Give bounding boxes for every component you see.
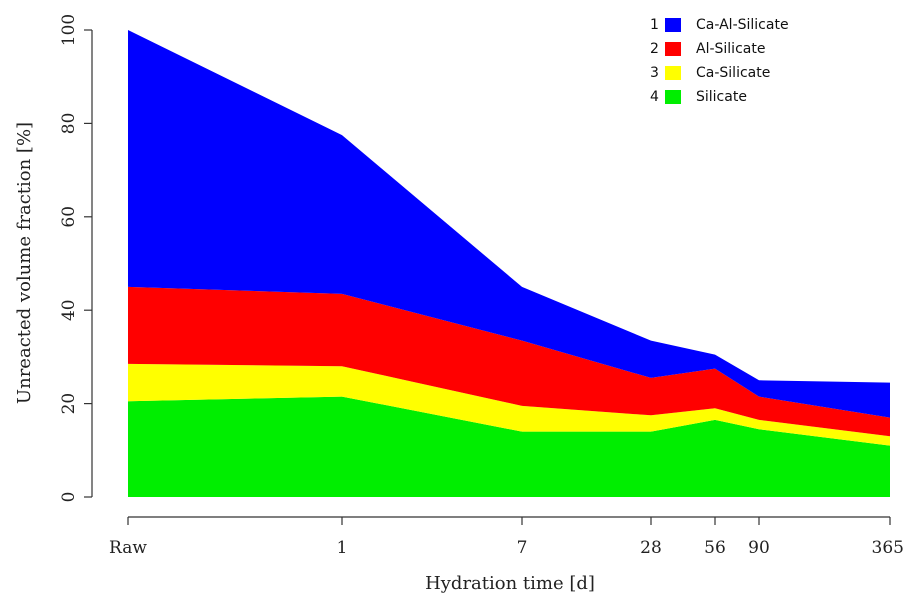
x-tick-label: 28 [640, 538, 662, 558]
legend-swatch [665, 42, 681, 56]
x-tick-label: 56 [704, 538, 726, 558]
x-tick-label: Raw [109, 538, 147, 558]
legend-label: Ca-Silicate [696, 65, 770, 81]
legend-number: 3 [650, 65, 659, 81]
legend-number: 4 [650, 89, 659, 105]
y-tick-label: 60 [59, 206, 79, 228]
area-series-ca-silicate [128, 363, 890, 446]
legend-number: 2 [650, 41, 659, 57]
legend-swatch [665, 90, 681, 104]
area-series-silicate [128, 396, 890, 497]
x-tick-group: Raw 1 7 28 56 90 365 [109, 517, 904, 558]
y-tick-label: 100 [59, 14, 79, 46]
legend-label: Al-Silicate [696, 41, 765, 57]
x-axis-title: Hydration time [d] [425, 573, 595, 594]
area-series-al-silicate [128, 286, 890, 437]
legend-label: Silicate [696, 89, 747, 105]
legend-number: 1 [650, 17, 659, 33]
x-tick-label: 7 [517, 538, 528, 558]
y-tick-label: 20 [59, 393, 79, 415]
legend: 1 Ca-Al-Silicate 2 Al-Silicate 3 Ca-Silicate 4… [650, 17, 789, 105]
legend-swatch [665, 66, 681, 80]
y-tick-group: 0 20 40 60 80 100 [59, 14, 92, 503]
area-layers [128, 30, 890, 497]
x-tick-label: 90 [748, 538, 770, 558]
y-axis-title: Unreacted volume fraction [%] [14, 122, 35, 404]
legend-swatch [665, 18, 681, 32]
y-tick-label: 0 [59, 492, 79, 503]
y-axis: 0 20 40 60 80 100 Unreacted volume fraction [… [14, 14, 93, 503]
area-series-ca-al-silicate [128, 30, 890, 418]
y-tick-label: 80 [59, 113, 79, 135]
x-axis: Raw 1 7 28 56 90 365 Hydration time [d] [109, 516, 904, 594]
y-tick-label: 40 [59, 299, 79, 321]
x-tick-label: 1 [337, 538, 348, 558]
legend-label: Ca-Al-Silicate [696, 17, 789, 33]
x-tick-label: 365 [872, 538, 904, 558]
